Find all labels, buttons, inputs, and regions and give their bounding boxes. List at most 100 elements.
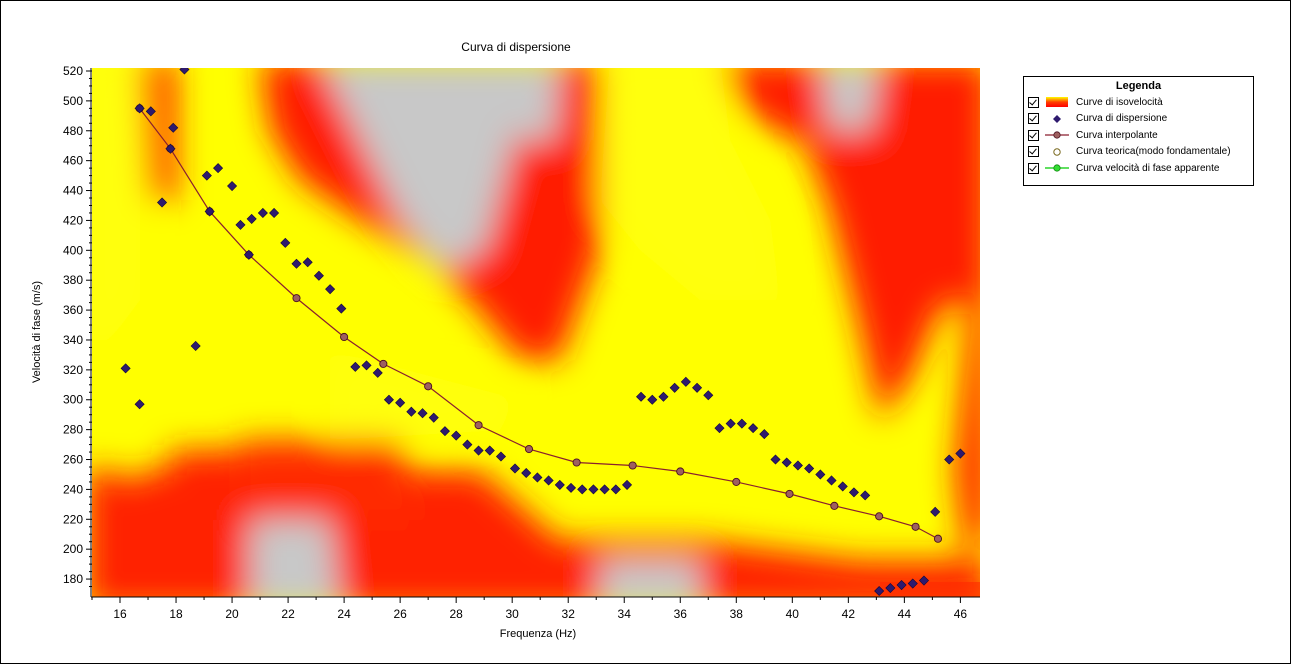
x-tick-label: 30 (506, 607, 520, 621)
checkbox-checked-icon[interactable] (1028, 113, 1039, 125)
x-tick-label: 18 (169, 607, 183, 621)
dispersion-point (815, 469, 826, 480)
line-circle-marker-icon (1045, 131, 1069, 139)
dispersion-point (521, 467, 532, 478)
dispersion-point (565, 482, 577, 493)
x-tick-label: 42 (842, 607, 856, 621)
dispersion-point (302, 257, 313, 268)
legend-item-theoretical[interactable]: Curva teorica(modo fondamentale) (1024, 144, 1253, 161)
diamond-marker-icon (1053, 114, 1061, 123)
legend-title: Legenda (1115, 80, 1162, 92)
x-tick-label: 24 (337, 607, 351, 621)
x-tick-label: 38 (730, 607, 744, 621)
y-tick-label: 420 (63, 213, 83, 227)
interpolating-point (933, 534, 943, 543)
checkbox-checked-icon[interactable] (1028, 162, 1039, 174)
y-tick-label: 280 (63, 423, 83, 437)
interpolating-point (676, 467, 685, 476)
legend-label: Curva interpolante (1076, 129, 1158, 141)
dispersion-point (406, 406, 417, 417)
dispersion-point (473, 445, 484, 456)
dispersion-point (599, 484, 610, 495)
legend-item-interpolating[interactable]: Curva interpolante (1024, 127, 1253, 144)
dispersion-point (554, 479, 565, 490)
dispersion-point (669, 382, 680, 393)
dispersion-point (955, 448, 966, 459)
x-tick-label: 46 (954, 607, 968, 621)
dispersion-point (543, 475, 554, 486)
dispersion-point (395, 397, 406, 408)
dispersion-point (874, 585, 885, 597)
dispersion-point (907, 578, 918, 589)
dispersion-point (227, 181, 238, 192)
dispersion-point (383, 394, 394, 405)
interpolating-point (292, 294, 301, 303)
y-tick-label: 200 (63, 542, 83, 556)
interpolating-point (379, 359, 388, 368)
y-tick-label: 500 (63, 94, 83, 108)
dispersion-point (213, 163, 224, 174)
legend-item-apparent[interactable]: Curva velocità di fase apparente (1024, 160, 1253, 177)
interpolating-point (875, 512, 884, 521)
plot-area (92, 68, 980, 597)
dispersion-point (246, 213, 257, 224)
dispersion-point (134, 399, 145, 410)
dispersion-point (736, 418, 747, 429)
legend-item-isovelocity[interactable]: Curve di isovelocità (1024, 94, 1253, 111)
interpolating-point (785, 489, 794, 498)
dispersion-point (759, 429, 770, 440)
dispersion-point (770, 454, 781, 465)
x-tick-label: 34 (618, 607, 632, 621)
x-tick-label: 16 (113, 607, 127, 621)
dispersion-point (692, 382, 703, 393)
x-tick-label: 40 (786, 607, 800, 621)
checkbox-checked-icon[interactable] (1028, 129, 1039, 141)
dispersion-point (145, 106, 156, 117)
dispersion-point (703, 390, 714, 401)
y-tick-label: 360 (63, 303, 83, 317)
dispersion-point (361, 360, 372, 371)
checkbox-checked-icon[interactable] (1028, 96, 1039, 108)
y-axis-ticks: 180 200 220 240 260 280 300 320 340 360 380 400 420 4… (63, 64, 92, 588)
interpolating-point (628, 461, 637, 470)
dispersion-point (462, 439, 473, 450)
x-tick-label: 28 (449, 607, 463, 621)
dispersion-point (804, 463, 815, 474)
dispersion-point (748, 423, 759, 434)
checkbox-checked-icon[interactable] (1028, 146, 1039, 158)
dispersion-point (204, 206, 215, 217)
dispersion-point (165, 143, 176, 154)
dispersion-point (372, 367, 383, 378)
dispersion-point (179, 68, 190, 75)
legend-item-dispersion[interactable]: Curva di dispersione (1024, 111, 1253, 128)
dispersion-point (190, 340, 201, 351)
dispersion-point (235, 219, 246, 230)
dispersion-point (243, 249, 254, 260)
dispersion-point (495, 451, 507, 462)
dispersion-point (428, 412, 439, 423)
y-tick-label: 520 (63, 64, 83, 78)
interpolating-point (572, 458, 581, 467)
y-tick-label: 440 (63, 184, 83, 198)
dispersion-point (860, 490, 871, 501)
dispersion-point (325, 284, 336, 295)
dispersion-point (157, 197, 168, 208)
dispersion-point (588, 484, 599, 495)
y-axis-label: Velocità di fase (m/s) (31, 281, 43, 383)
heatmap-isovelocity (92, 68, 980, 597)
dispersion-point (714, 423, 725, 434)
dispersion-point (280, 237, 291, 248)
legend: Legenda Curve di isovelocità Curva di di… (1023, 76, 1254, 186)
dispersion-point (610, 484, 621, 495)
x-tick-label: 20 (225, 607, 239, 621)
dispersion-point (134, 103, 145, 114)
dispersion-point (896, 580, 907, 591)
hollow-circle-marker-icon (1053, 148, 1061, 156)
dispersion-point (201, 170, 212, 181)
dispersion-point (930, 506, 941, 517)
x-axis-label: Frequenza (Hz) (500, 628, 576, 640)
dispersion-point (313, 270, 324, 281)
y-tick-label: 320 (63, 363, 83, 377)
y-tick-label: 240 (63, 482, 83, 496)
